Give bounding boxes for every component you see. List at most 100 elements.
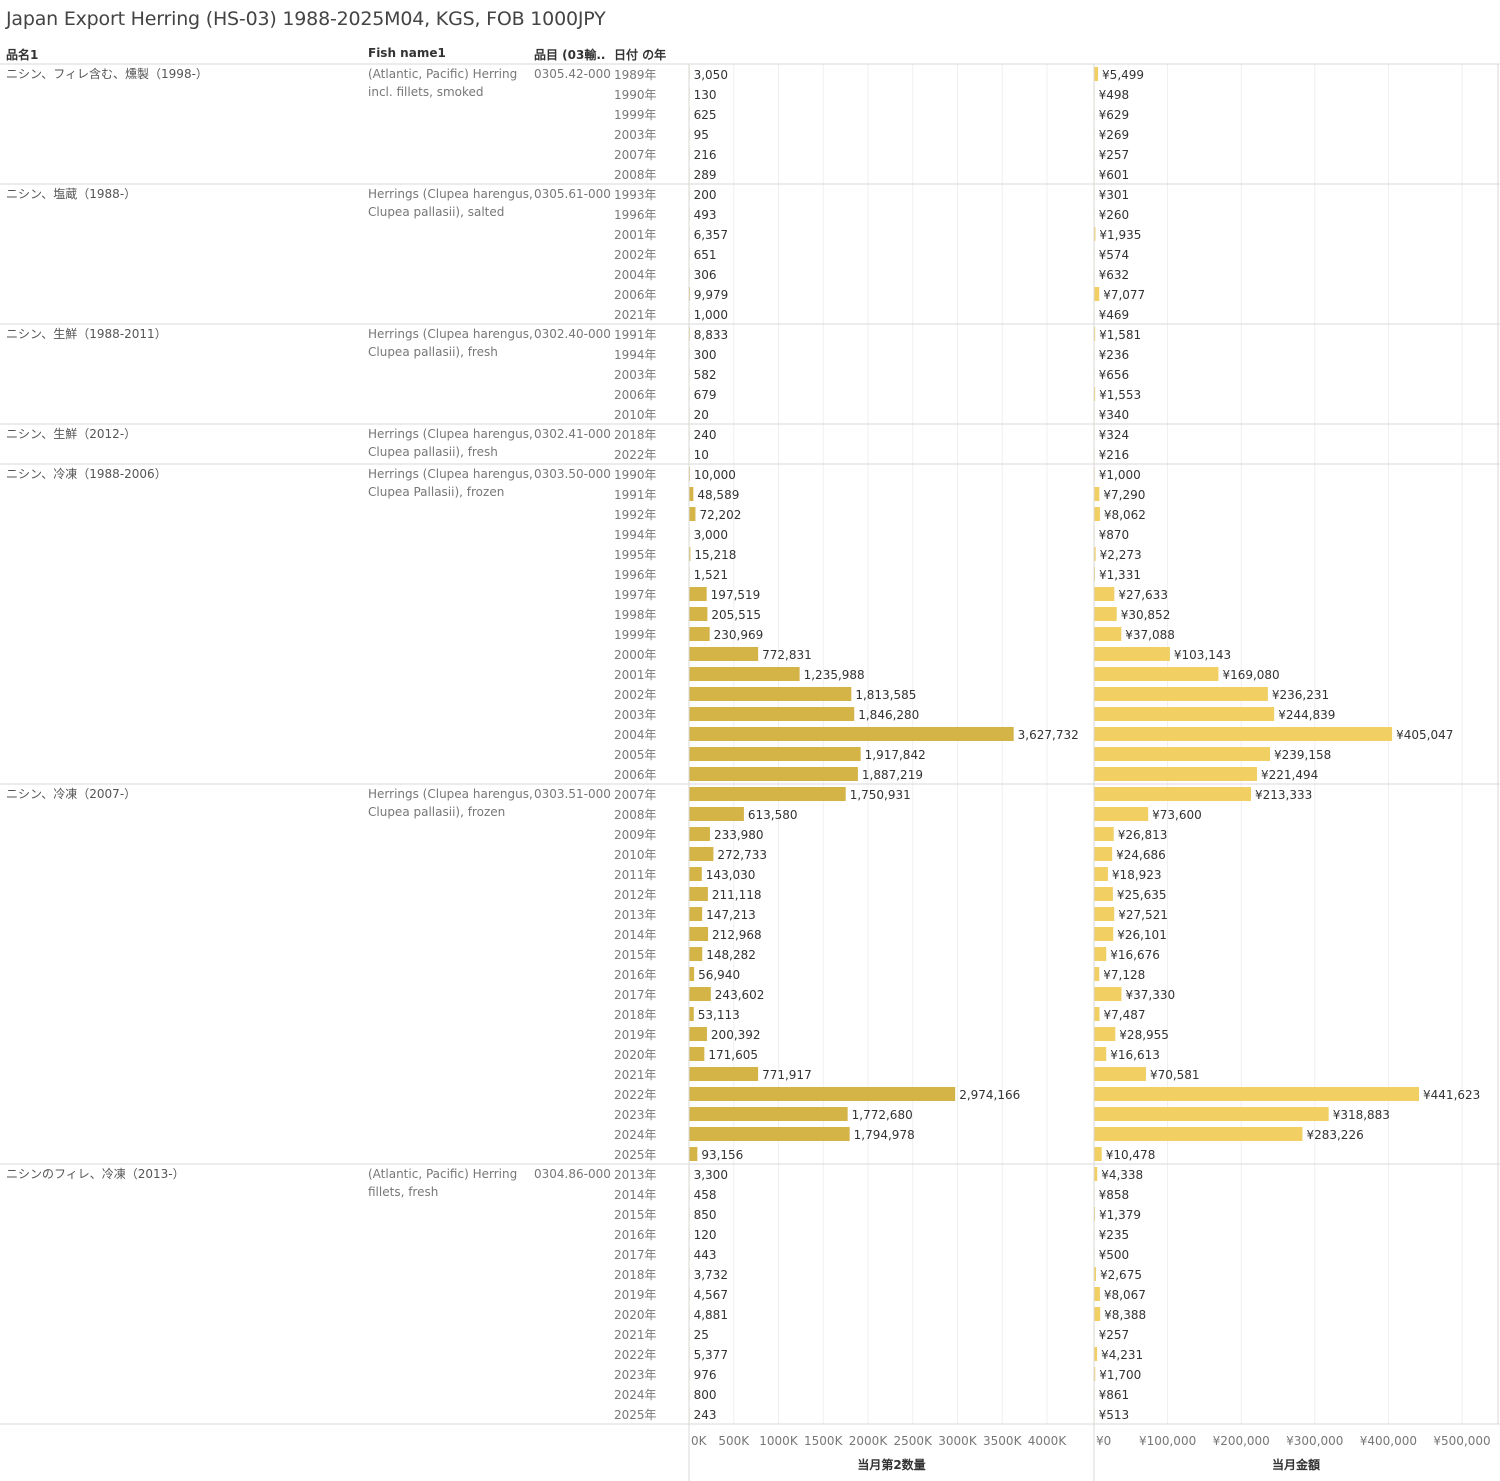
value-bar[interactable] [1094, 827, 1114, 841]
year-label: 2014年 [614, 928, 657, 942]
header-product-name-jp[interactable]: 品名1 [6, 48, 39, 62]
qty-bar[interactable] [689, 727, 1014, 741]
value-bar[interactable] [1094, 647, 1170, 661]
value-bar[interactable] [1094, 487, 1100, 501]
value-bar[interactable] [1094, 1067, 1146, 1081]
year-label: 1992年 [614, 508, 657, 522]
value-axis-tick: ¥200,000 [1213, 1434, 1270, 1448]
value-bar[interactable] [1094, 287, 1100, 301]
qty-bar[interactable] [689, 927, 709, 941]
qty-bar[interactable] [689, 607, 708, 621]
value-bar[interactable] [1094, 547, 1096, 561]
value-bar[interactable] [1094, 987, 1122, 1001]
qty-data-label: 272,733 [717, 848, 767, 862]
qty-bar[interactable] [689, 1107, 848, 1121]
qty-bar[interactable] [689, 1027, 707, 1041]
header-fish-name[interactable]: Fish name1 [368, 46, 446, 60]
value-bar[interactable] [1094, 1287, 1100, 1301]
value-bar[interactable] [1094, 1267, 1096, 1281]
value-bar[interactable] [1094, 387, 1096, 401]
header-year[interactable]: 日付 の年 [614, 48, 667, 62]
value-bar[interactable] [1094, 727, 1393, 741]
qty-data-label: 53,113 [698, 1008, 740, 1022]
value-bar[interactable] [1094, 887, 1113, 901]
value-bar[interactable] [1094, 67, 1099, 81]
value-bar[interactable] [1094, 1307, 1101, 1321]
qty-bar[interactable] [689, 647, 759, 661]
value-bar[interactable] [1094, 847, 1113, 861]
value-bar[interactable] [1094, 687, 1268, 701]
value-bar[interactable] [1094, 1147, 1102, 1161]
value-bar[interactable] [1094, 607, 1117, 621]
value-bar[interactable] [1094, 1367, 1096, 1381]
qty-bar[interactable] [689, 687, 852, 701]
value-bar[interactable] [1094, 807, 1149, 821]
qty-bar[interactable] [689, 867, 702, 881]
value-bar[interactable] [1094, 787, 1252, 801]
year-label: 2003年 [614, 368, 657, 382]
value-bar[interactable] [1094, 1007, 1100, 1021]
qty-data-label: 771,917 [762, 1068, 812, 1082]
qty-bar[interactable] [689, 487, 694, 501]
value-bar[interactable] [1094, 227, 1096, 241]
qty-bar[interactable] [689, 847, 714, 861]
value-bar[interactable] [1094, 747, 1271, 761]
value-bar[interactable] [1094, 1207, 1096, 1221]
value-bar[interactable] [1094, 507, 1100, 521]
qty-bar[interactable] [689, 827, 710, 841]
value-bar[interactable] [1094, 627, 1122, 641]
qty-bar[interactable] [689, 947, 703, 961]
value-data-label: ¥27,521 [1118, 908, 1168, 922]
value-data-label: ¥632 [1099, 268, 1130, 282]
qty-bar[interactable] [689, 967, 695, 981]
qty-bar[interactable] [689, 547, 691, 561]
qty-bar[interactable] [689, 887, 708, 901]
value-bar[interactable] [1094, 947, 1107, 961]
value-bar[interactable] [1094, 667, 1219, 681]
value-bar[interactable] [1094, 1347, 1098, 1361]
qty-bar[interactable] [689, 1067, 759, 1081]
qty-bar[interactable] [689, 907, 703, 921]
qty-bar[interactable] [689, 1127, 850, 1141]
value-axis-tick: ¥100,000 [1139, 1434, 1196, 1448]
value-bar[interactable] [1094, 1127, 1303, 1141]
qty-data-label: 143,030 [706, 868, 756, 882]
value-data-label: ¥1,379 [1099, 1208, 1141, 1222]
qty-bar[interactable] [689, 1047, 705, 1061]
value-bar[interactable] [1094, 1107, 1329, 1121]
qty-bar[interactable] [689, 507, 696, 521]
year-label: 2015年 [614, 1208, 657, 1222]
value-bar[interactable] [1094, 707, 1275, 721]
value-bar[interactable] [1094, 1027, 1116, 1041]
qty-axis-tick: 500K [718, 1434, 750, 1448]
qty-bar[interactable] [689, 807, 744, 821]
value-bar[interactable] [1094, 907, 1115, 921]
value-bar[interactable] [1094, 767, 1258, 781]
qty-bar[interactable] [689, 1007, 694, 1021]
qty-bar[interactable] [689, 587, 707, 601]
product-name-jp: ニシン、塩蔵（1988-） [6, 186, 136, 201]
qty-data-label: 10 [694, 448, 709, 462]
value-bar[interactable] [1094, 1167, 1098, 1181]
qty-bar[interactable] [689, 787, 846, 801]
qty-bar[interactable] [689, 1087, 956, 1101]
value-data-label: ¥28,955 [1119, 1028, 1169, 1042]
qty-bar[interactable] [689, 707, 855, 721]
qty-bar[interactable] [689, 767, 858, 781]
value-bar[interactable] [1094, 327, 1096, 341]
value-bar[interactable] [1094, 587, 1115, 601]
value-data-label: ¥73,600 [1152, 808, 1202, 822]
value-bar[interactable] [1094, 1047, 1107, 1061]
value-bar[interactable] [1094, 967, 1100, 981]
qty-bar[interactable] [689, 627, 710, 641]
qty-bar[interactable] [689, 1147, 698, 1161]
value-bar[interactable] [1094, 867, 1108, 881]
qty-data-label: 582 [694, 368, 717, 382]
qty-bar[interactable] [689, 747, 861, 761]
value-bar[interactable] [1094, 1087, 1420, 1101]
value-bar[interactable] [1094, 927, 1114, 941]
qty-bar[interactable] [689, 987, 711, 1001]
year-label: 1991年 [614, 328, 657, 342]
header-item-code[interactable]: 品目 (03輸.. [534, 48, 606, 62]
qty-bar[interactable] [689, 667, 800, 681]
